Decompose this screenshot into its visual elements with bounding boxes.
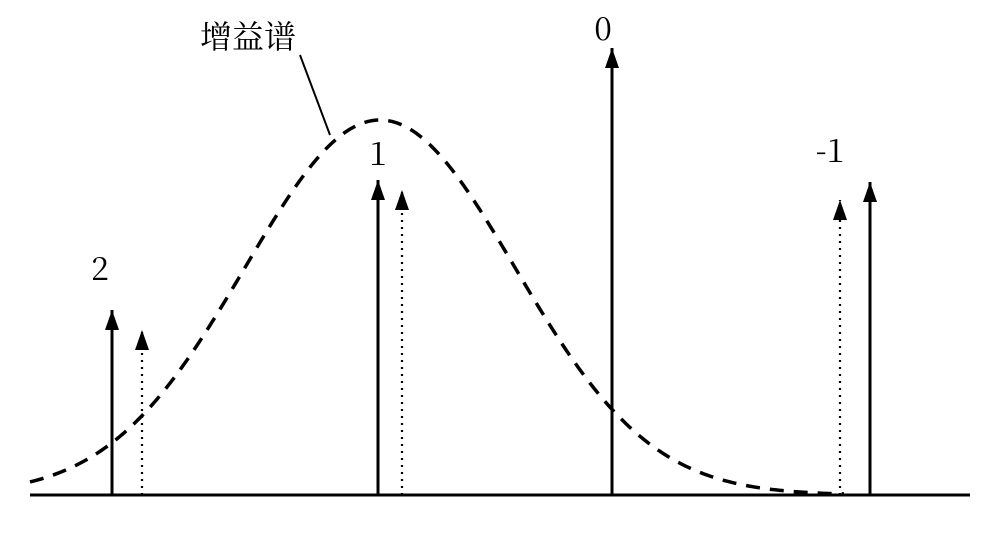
spike-label: -1 xyxy=(816,126,845,172)
gain-spectrum-curve xyxy=(30,120,844,494)
spike-label: 2 xyxy=(91,244,109,290)
annotation-leader-line xyxy=(300,55,330,135)
spike-label: 0 xyxy=(594,4,612,50)
spike-label: 1 xyxy=(369,129,387,175)
annotation-label: 增益谱 xyxy=(200,12,296,58)
